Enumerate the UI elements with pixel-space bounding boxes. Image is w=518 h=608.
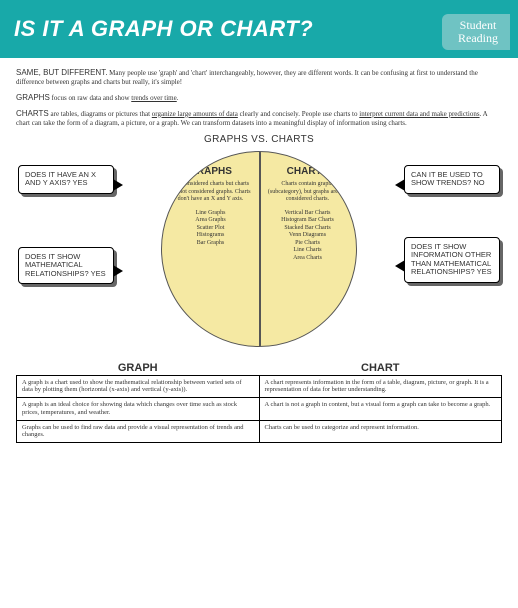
venn-left-heading: GRAPHS — [170, 166, 251, 179]
venn-right-heading: CHARTS — [267, 166, 348, 179]
graphs-definition: GRAPHS focus on raw data and show trends… — [16, 93, 502, 103]
comparison-table: GRAPH CHART A graph is a chart used to s… — [16, 361, 502, 444]
graphs-lead: GRAPHS — [16, 93, 50, 102]
speech-bubble-top-right: CAN IT BE USED TO SHOW TRENDS? NO — [404, 165, 500, 194]
venn-left-list: Line Graphs Area Graphs Scatter Plot His… — [170, 210, 251, 248]
table-col-chart: CHART — [259, 361, 502, 376]
table-cell: A graph is a chart used to show the math… — [17, 375, 260, 398]
table-cell: Graphs can be used to find raw data and … — [17, 420, 260, 443]
section-title: GRAPHS VS. CHARTS — [16, 134, 502, 145]
body-content: SAME, BUT DIFFERENT. Many people use 'gr… — [0, 58, 518, 443]
table-cell: A chart represents information in the fo… — [259, 375, 502, 398]
charts-mid: clearly and concisely. People use charts… — [238, 110, 359, 118]
graphs-post: . — [177, 94, 179, 102]
charts-definition: CHARTS are tables, diagrams or pictures … — [16, 109, 502, 128]
intro-lead: SAME, BUT DIFFERENT. — [16, 68, 107, 77]
graphs-pre: focus on raw data and show — [50, 94, 131, 102]
venn-diagram: GRAPHS Are considered charts but charts … — [16, 147, 502, 357]
table-cell: A chart is not a graph in content, but a… — [259, 398, 502, 421]
table-header-row: GRAPH CHART — [17, 361, 502, 376]
badge-line-2: Reading — [458, 32, 498, 45]
table-row: A graph is a chart used to show the math… — [17, 375, 502, 398]
charts-lead: CHARTS — [16, 109, 49, 118]
table-cell: A graph is an ideal choice for showing d… — [17, 398, 260, 421]
venn-right: CHARTS Charts contain graphs (subcategor… — [259, 162, 356, 336]
table-row: A graph is an ideal choice for showing d… — [17, 398, 502, 421]
speech-bubble-bottom-right: DOES IT SHOW INFORMATION OTHER THAN MATH… — [404, 237, 500, 284]
venn-left: GRAPHS Are considered charts but charts … — [162, 162, 259, 336]
graphs-underline: trends over time — [131, 94, 177, 102]
table-col-graph: GRAPH — [17, 361, 260, 376]
speech-bubble-top-left: DOES IT HAVE AN X AND Y AXIS? YES — [18, 165, 114, 194]
venn-right-desc: Charts contain graphs (subcategory), but… — [267, 181, 348, 204]
venn-circle: GRAPHS Are considered charts but charts … — [161, 151, 357, 347]
page-header: IS IT A GRAPH OR CHART? Student Reading — [0, 0, 518, 58]
intro-paragraph: SAME, BUT DIFFERENT. Many people use 'gr… — [16, 68, 502, 87]
venn-left-desc: Are considered charts but charts are not… — [170, 181, 251, 204]
speech-bubble-bottom-left: DOES IT SHOW MATHEMATICAL RELATIONSHIPS?… — [18, 247, 114, 285]
charts-u1: organize large amounts of data — [152, 110, 238, 118]
page-title: IS IT A GRAPH OR CHART? — [14, 16, 313, 42]
charts-pre: are tables, diagrams or pictures that — [49, 110, 152, 118]
charts-u2: interpret current data and make predicti… — [359, 110, 479, 118]
venn-right-list: Vertical Bar Charts Histogram Bar Charts… — [267, 210, 348, 263]
student-reading-badge: Student Reading — [442, 14, 510, 50]
table-cell: Charts can be used to categorize and rep… — [259, 420, 502, 443]
table-row: Graphs can be used to find raw data and … — [17, 420, 502, 443]
